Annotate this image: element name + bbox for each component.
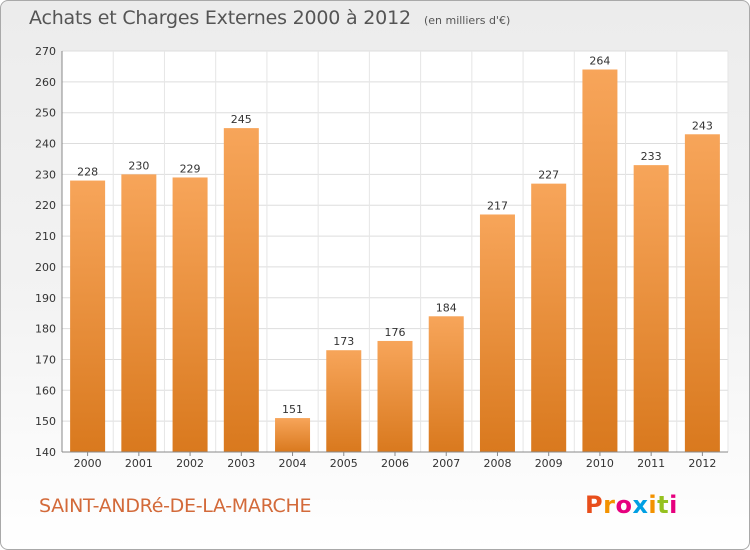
bar[interactable] [70, 180, 106, 453]
bar[interactable] [121, 174, 157, 452]
logo-letter: P [585, 491, 604, 519]
x-tick-label: 2007 [432, 457, 460, 470]
title-row: Achats et Charges Externes 2000 à 2012 (… [29, 7, 510, 29]
y-tick-label: 270 [35, 45, 56, 58]
x-tick-label: 2010 [586, 457, 614, 470]
y-tick-label: 200 [35, 261, 56, 274]
value-label: 245 [231, 113, 252, 126]
proxiti-logo[interactable]: Proxiti [585, 491, 678, 519]
logo-letter: o [615, 491, 633, 519]
y-tick-label: 160 [35, 384, 56, 397]
x-tick-label: 2011 [637, 457, 665, 470]
y-tick-label: 260 [35, 76, 56, 89]
x-tick-label: 2009 [535, 457, 563, 470]
y-tick-label: 250 [35, 107, 56, 120]
x-tick-label: 2006 [381, 457, 409, 470]
logo-letter: t [657, 491, 670, 519]
axes: 140 150 160 170 180 190 200 210 220 230 240 250 260 2… [35, 45, 728, 470]
bar[interactable] [377, 340, 413, 452]
value-label: 227 [538, 169, 559, 182]
bar[interactable] [633, 165, 669, 452]
bar[interactable] [531, 183, 567, 452]
chart-title: Achats et Charges Externes 2000 à 2012 [29, 7, 411, 29]
value-label: 233 [641, 150, 662, 163]
logo-letter: i [669, 491, 678, 519]
x-tick-label: 2000 [74, 457, 102, 470]
bar[interactable] [326, 350, 362, 452]
bar[interactable] [172, 177, 208, 452]
x-tick-label: 2005 [330, 457, 358, 470]
y-tick-label: 170 [35, 353, 56, 366]
value-label: 229 [180, 162, 201, 175]
value-label: 184 [436, 301, 457, 314]
x-tick-label: 2001 [125, 457, 153, 470]
commune-name: SAINT-ANDRé-DE-LA-MARCHE [39, 495, 312, 517]
bar[interactable] [582, 69, 618, 452]
logo-letter: r [603, 491, 616, 519]
y-tick-label: 210 [35, 230, 56, 243]
chart-subtitle: (en milliers d'€) [423, 14, 511, 27]
logo-letter: i [648, 491, 658, 519]
bar[interactable] [428, 316, 464, 452]
bar[interactable] [275, 418, 311, 452]
value-label: 151 [282, 403, 303, 416]
y-tick-label: 230 [35, 168, 56, 181]
bars: 228 230 229 245 151 173 176 184 217 227 264 233 243 [70, 55, 720, 453]
y-tick-label: 190 [35, 292, 56, 305]
value-label: 230 [128, 159, 149, 172]
logo-letter: x [632, 491, 649, 519]
x-tick-label: 2004 [279, 457, 307, 470]
x-tick-label: 2003 [227, 457, 255, 470]
bar[interactable] [479, 214, 515, 452]
value-label: 228 [77, 166, 98, 179]
x-tick-label: 2008 [483, 457, 511, 470]
value-label: 176 [385, 326, 406, 339]
x-tick-label: 2002 [176, 457, 204, 470]
y-tick-label: 150 [35, 415, 56, 428]
bar[interactable] [684, 134, 720, 453]
bar[interactable] [223, 128, 259, 452]
y-tick-label: 180 [35, 323, 56, 336]
value-label: 264 [589, 55, 610, 68]
y-tick-label: 220 [35, 199, 56, 212]
x-tick-label: 2012 [688, 457, 716, 470]
value-label: 217 [487, 199, 508, 212]
value-label: 173 [333, 335, 354, 348]
y-tick-label: 140 [35, 446, 56, 459]
y-tick-label: 240 [35, 138, 56, 151]
value-label: 243 [692, 119, 713, 132]
